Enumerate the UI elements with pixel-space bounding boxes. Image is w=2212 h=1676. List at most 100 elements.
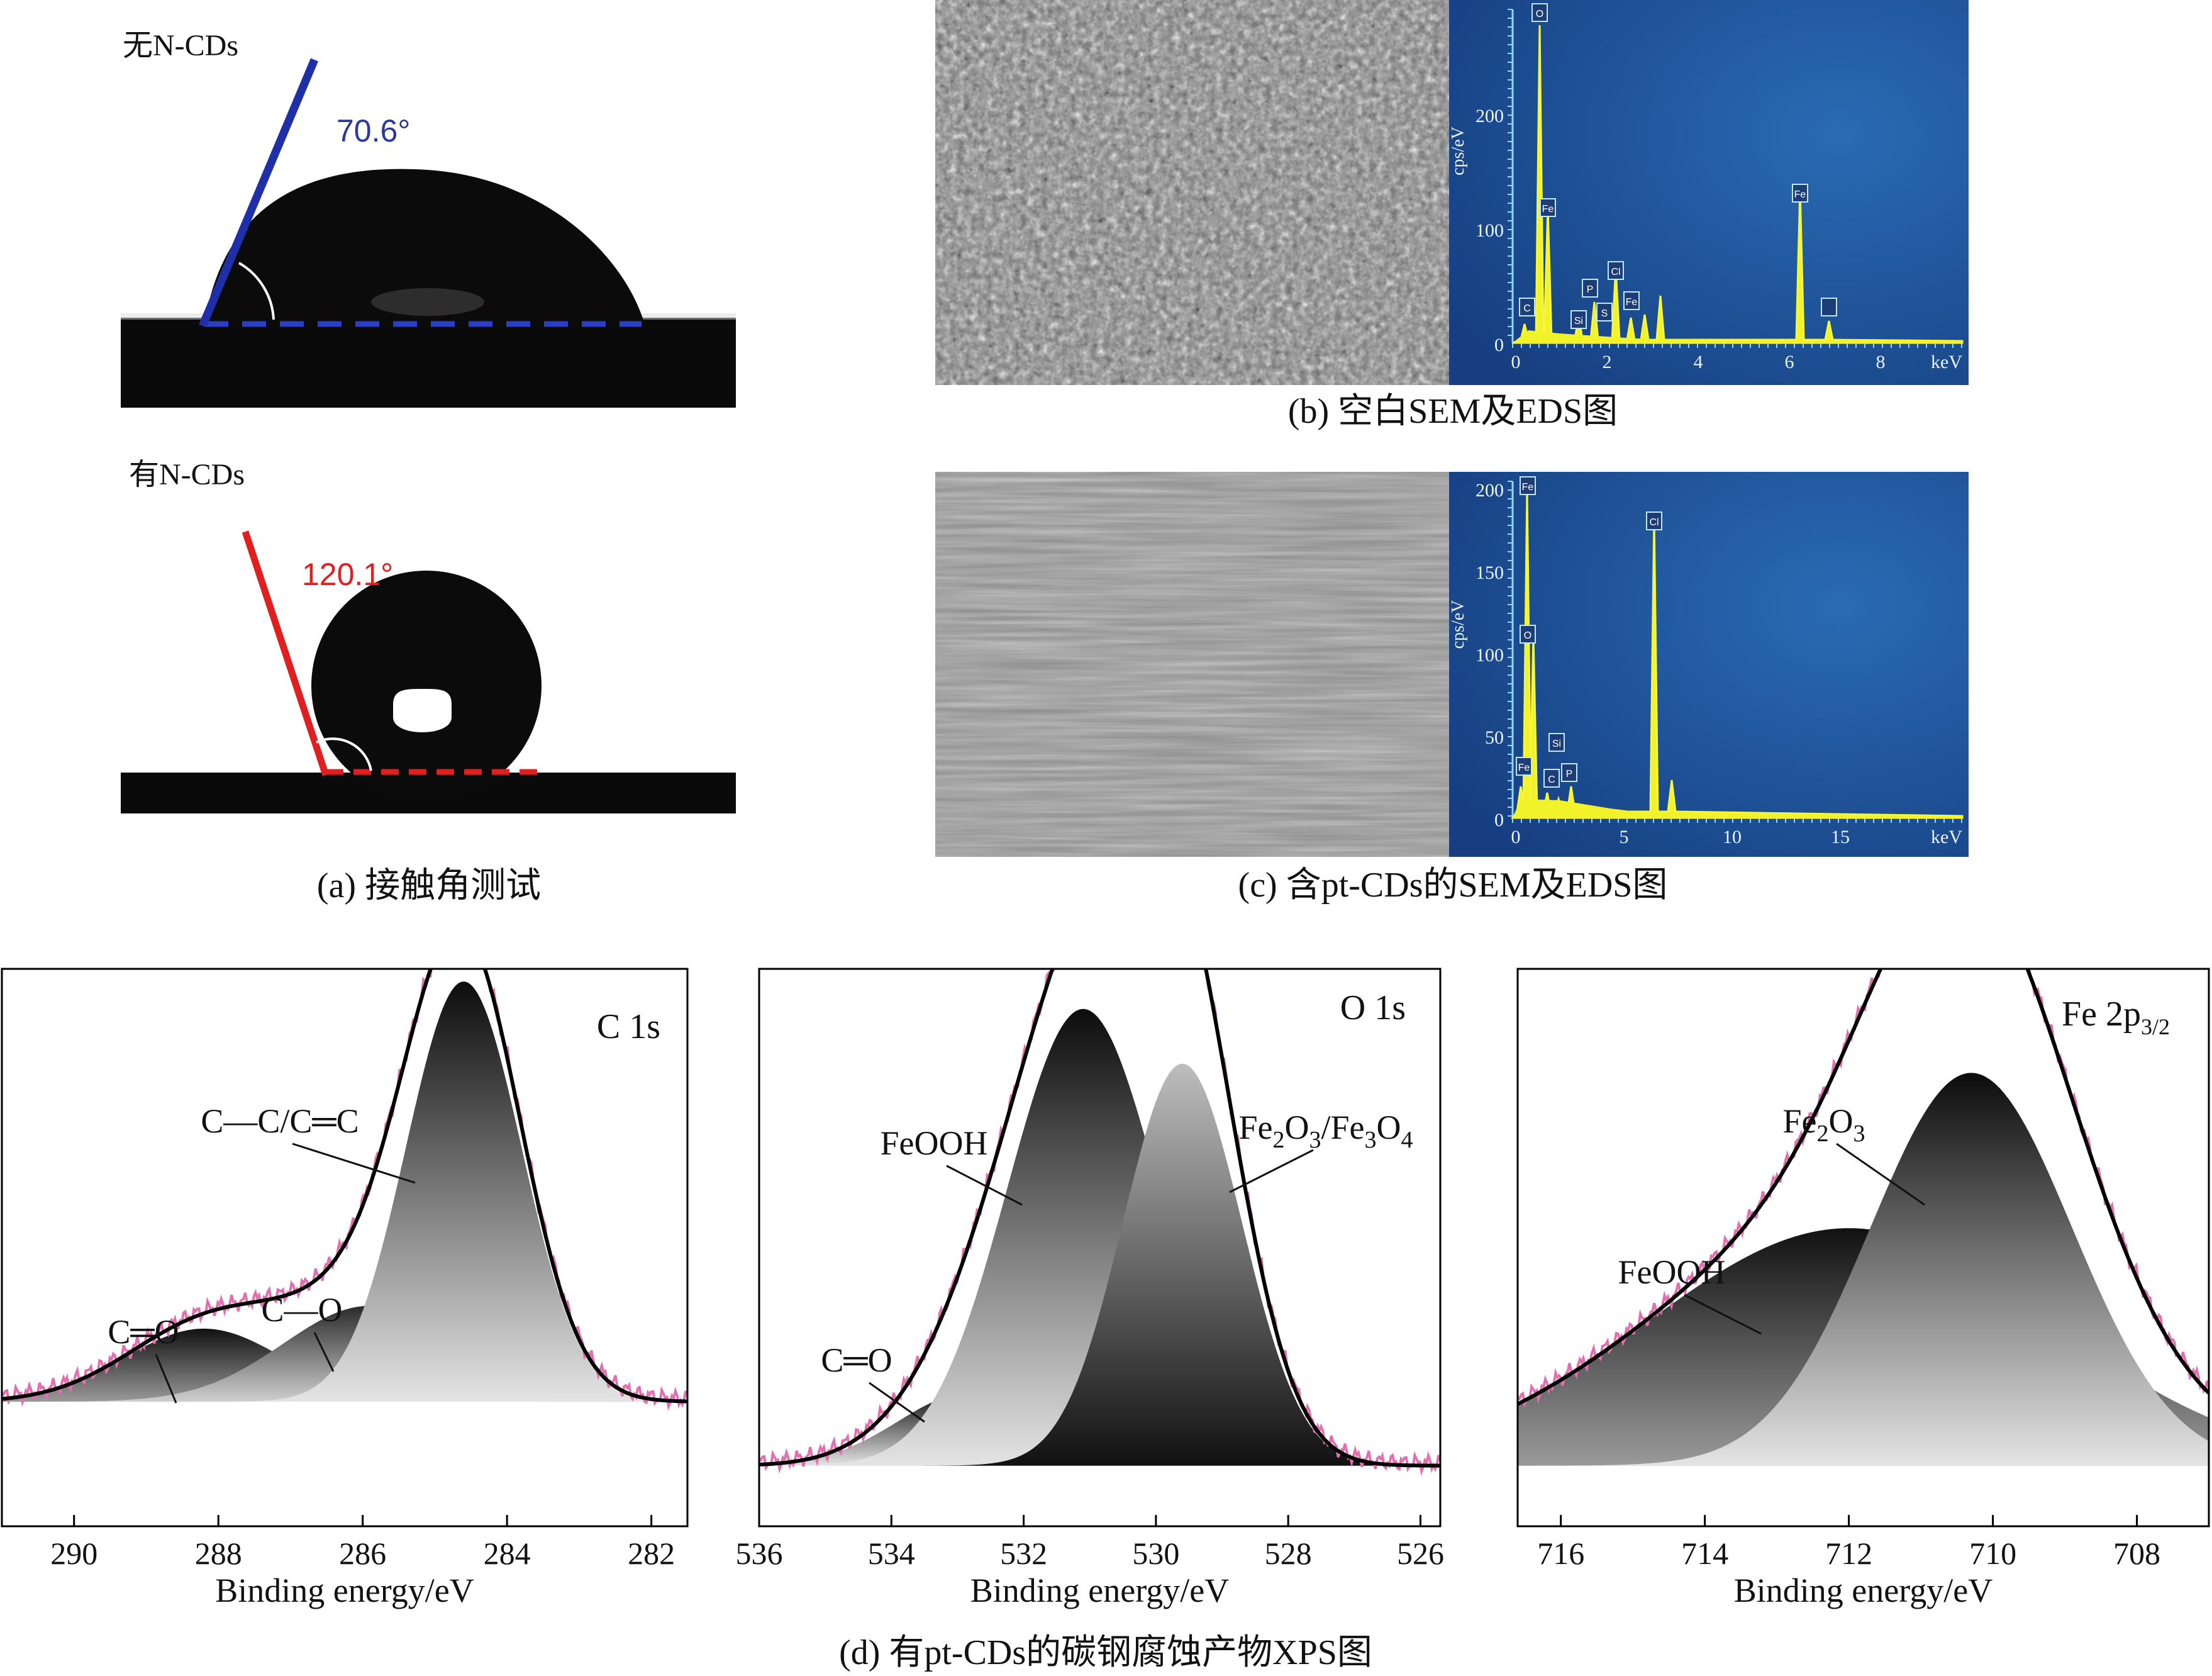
caption-d: (d) 有pt-CDs的碳钢腐蚀产物XPS图 [839,1633,1372,1672]
svg-text:O: O [1524,630,1531,641]
eds-peak-marker: Cl [1646,511,1662,530]
caption-b: (b) 空白SEM及EDS图 [1288,392,1618,431]
xps-peak-label: Fe2O3 [1783,1102,1925,1206]
xps-peak-feooh [759,1008,1440,1466]
panel-a-contact-angle: 无N-CDs 70.6° 有N-CDs 120.1° (a) 接触角测试 [121,29,736,905]
svg-text:P: P [1587,284,1594,295]
eds-y-tick-label: 0 [1494,810,1504,830]
xps-x-tick-label: 530 [1132,1536,1179,1571]
eds-x-tick-label: 10 [1723,827,1742,847]
eds-y-tick-label: 150 [1476,562,1504,583]
panel-a-bottom-label: 有N-CDs [129,458,245,491]
angle-arc-bottom [316,737,372,771]
eds-y-tick-label: 0 [1494,335,1504,355]
svg-text:C—O: C—O [261,1291,342,1329]
xps-peak-label: Fe2O3/Fe3O4 [1229,1109,1413,1193]
svg-text:Fe2O3: Fe2O3 [1783,1102,1865,1147]
eds-peak-marker: P [1561,763,1577,782]
svg-text:S: S [1601,308,1608,319]
eds-peak-marker: Fe [1623,291,1640,310]
panel-b-sem-eds-blank: 0 2 4 6 8 keV 0 100 200 cps/eV O Fe C Si P S Cl Fe Fe (b) … [935,0,1969,431]
droplet-bottom-highlight [393,689,452,732]
svg-text:C: C [1523,303,1531,314]
xps-x-tick-label: 708 [2113,1536,2160,1571]
svg-text:Fe: Fe [1626,297,1638,308]
eds-background-hump [1513,330,1962,343]
xps-x-tick-label: 712 [1825,1536,1872,1571]
xps-frame [758,968,1442,1528]
xps-x-tick-label: 536 [736,1536,783,1571]
eds-background-hump [1513,799,1962,818]
caption-a: (a) 接触角测试 [317,866,541,905]
xps-x-axis-label: Binding energy/eV [970,1572,1229,1609]
xps-peak-label: C═O [821,1341,925,1423]
tangent-line-bottom [242,530,330,776]
xps-peak-fe2o3 [1518,1073,2209,1466]
eds-peak-marker: C [1519,298,1535,316]
eds-peak-marker: Si [1548,733,1565,752]
eds-peak-marker: Si [1570,310,1587,329]
substrate-top [121,318,736,408]
xps-peak-label: FeOOH [881,1124,1023,1206]
panel-a-top-label: 无N-CDs [123,29,238,62]
svg-text:C: C [1548,774,1555,785]
svg-text:Cl: Cl [1649,517,1659,528]
xps-fit-envelope [1518,969,2209,1406]
svg-text:P: P [1566,769,1573,779]
eds-y-tick-label: 100 [1476,220,1504,241]
xps-peak-fe2o3-fe3o4 [759,1063,1440,1466]
eds-y-label: cps/eV [1448,600,1468,649]
eds-peak-marker: O [1520,625,1536,644]
eds-x-tick-label: 4 [1694,352,1703,372]
svg-text:O: O [1536,9,1543,20]
svg-text:Fe: Fe [1518,763,1530,773]
eds-peak-marker: Fe [1520,476,1536,495]
svg-text:Fe: Fe [1542,204,1554,215]
xps-x-axis-label: Binding energy/eV [1734,1572,1992,1609]
eds-x-tick-label: 0 [1511,352,1521,372]
svg-text:Fe: Fe [1794,189,1806,200]
xps-x-tick-label: 532 [1000,1536,1047,1571]
svg-text:C═O: C═O [821,1341,892,1379]
xps-peak-c-c-c-c [2,981,687,1402]
xps-peak-label: C═O [108,1313,179,1404]
xps-c1s-chart: 290 288 286 284 282 Binding energy/eV C 1s C═O C… [1,968,689,1609]
svg-text:Si: Si [1574,316,1583,327]
eds-x-unit: keV [1931,827,1962,847]
eds-peak-marker [1821,298,1837,316]
angle-arc-top [238,262,275,320]
eds-spectrum-blank: 0 2 4 6 8 keV 0 100 200 cps/eV O Fe C Si P S Cl Fe Fe [1448,3,1964,372]
caption-c: (c) 含pt-CDs的SEM及EDS图 [1238,866,1668,905]
droplet-bottom [311,571,542,801]
eds-peak-marker: C [1543,769,1560,788]
svg-text:Si: Si [1552,739,1561,749]
xps-x-tick-label: 288 [195,1536,242,1571]
angle-value-bottom: 120.1° [302,557,393,592]
eds-x-tick-label: 0 [1511,827,1521,847]
eds-x-tick-label: 2 [1603,352,1612,372]
xps-o1s-chart: 536 534 532 530 528 526 Binding energy/eV O 1s C… [736,968,1444,1609]
eds-y-tick-label: 200 [1476,106,1504,126]
xps-peak-label: C—O [261,1291,343,1372]
svg-text:FeOOH: FeOOH [881,1124,988,1162]
angle-value-top: 70.6° [336,113,410,148]
xps-x-tick-label: 526 [1397,1536,1444,1571]
xps-peak-c-o [2,1328,687,1402]
svg-text:C═O: C═O [108,1313,179,1351]
xps-x-tick-label: 284 [484,1536,531,1571]
droplet-top [204,169,645,324]
xps-x-tick-label: 710 [1969,1536,2016,1571]
eds-peak-marker: S [1596,303,1613,321]
xps-x-axis-label: Binding energy/eV [215,1572,474,1609]
xps-x-tick-label: 282 [628,1536,675,1571]
xps-x-tick-label: 290 [50,1536,97,1571]
xps-x-tick-label: 286 [339,1536,386,1571]
tangent-line-top [199,58,318,328]
xps-frame [1,968,689,1528]
svg-text:FeOOH: FeOOH [1618,1253,1726,1291]
eds-y-label: cps/eV [1448,126,1468,176]
svg-text:Fe: Fe [1522,482,1534,493]
eds-peak-marker: Fe [1540,198,1556,217]
eds-spectrum-blank-bg [1449,0,1969,385]
eds-peak-marker: Cl [1608,261,1624,280]
